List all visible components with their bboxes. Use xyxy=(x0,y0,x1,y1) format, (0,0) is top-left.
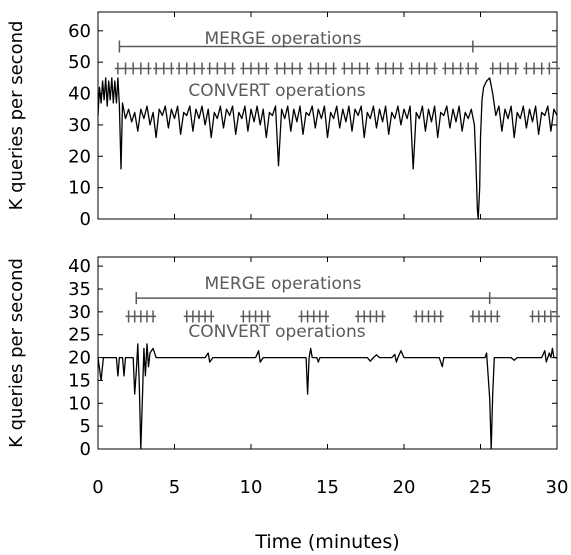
y-tick-label: 60 xyxy=(68,21,91,42)
x-tick-label: 5 xyxy=(169,477,180,498)
x-tick-label: 15 xyxy=(316,477,339,498)
y-tick-label: 0 xyxy=(80,209,91,230)
y-tick-label: 25 xyxy=(68,325,91,346)
merge-operations-label: MERGE operations xyxy=(204,274,361,294)
y-tick-label: 5 xyxy=(80,416,91,437)
y-tick-label: 35 xyxy=(68,279,91,300)
y-tick-label: 40 xyxy=(68,84,91,105)
throughput-line xyxy=(97,343,557,450)
y-tick-label: 20 xyxy=(68,348,91,369)
y-axis-label: K queries per second xyxy=(6,258,27,448)
y-tick-label: 10 xyxy=(68,393,91,414)
y-tick-label: 15 xyxy=(68,370,91,391)
convert-operations-label: CONVERT operations xyxy=(188,81,365,101)
y-tick-label: 30 xyxy=(68,115,91,136)
convert-operations-label: CONVERT operations xyxy=(188,322,365,342)
merge-operations-label: MERGE operations xyxy=(204,29,361,49)
panel-top-chart: 0 10 20 30 40 50 60 K queries per second MERGE o… xyxy=(6,11,560,230)
throughput-line xyxy=(97,77,558,220)
y-tick-label: 40 xyxy=(68,256,91,277)
y-tick-label: 0 xyxy=(80,439,91,460)
y-tick-label: 30 xyxy=(68,302,91,323)
x-tick-label: 25 xyxy=(469,477,492,498)
x-tick-label: 10 xyxy=(240,477,263,498)
y-axis-label: K queries per second xyxy=(6,21,27,211)
x-tick-label: 20 xyxy=(393,477,416,498)
y-tick-label: 20 xyxy=(68,146,91,167)
x-tick-label: 30 xyxy=(546,477,569,498)
x-axis-label: Time (minutes) xyxy=(254,531,399,553)
y-tick-label: 50 xyxy=(68,52,91,73)
x-tick-label: 0 xyxy=(92,477,103,498)
y-tick-label: 10 xyxy=(68,178,91,199)
